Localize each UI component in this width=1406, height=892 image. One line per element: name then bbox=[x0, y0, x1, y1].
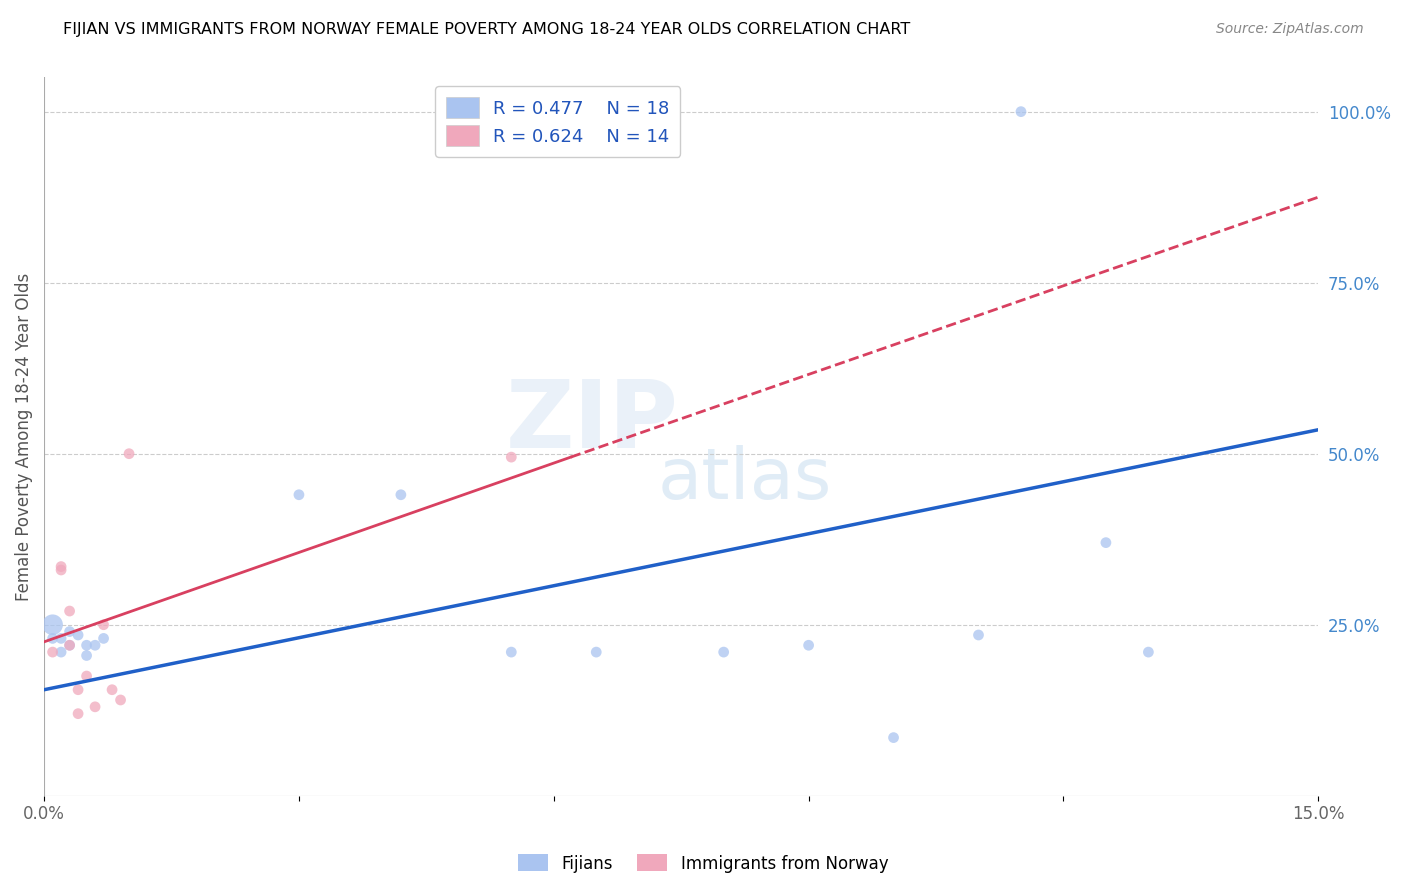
Fijians bbox=[389, 488, 412, 502]
Fijians bbox=[585, 645, 607, 659]
Immigrants from Norway bbox=[76, 669, 98, 683]
Immigrants from Norway bbox=[118, 447, 141, 461]
Fijians bbox=[76, 648, 98, 663]
Fijians bbox=[58, 624, 80, 639]
Text: atlas: atlas bbox=[658, 445, 832, 514]
Fijians bbox=[883, 731, 905, 745]
Immigrants from Norway bbox=[67, 682, 90, 697]
Fijians bbox=[67, 628, 90, 642]
Legend: Fijians, Immigrants from Norway: Fijians, Immigrants from Norway bbox=[510, 847, 896, 880]
Fijians bbox=[797, 638, 820, 652]
Immigrants from Norway bbox=[101, 682, 124, 697]
Y-axis label: Female Poverty Among 18-24 Year Olds: Female Poverty Among 18-24 Year Olds bbox=[15, 272, 32, 600]
Fijians bbox=[49, 632, 72, 646]
Fijians bbox=[49, 645, 72, 659]
Immigrants from Norway bbox=[84, 699, 107, 714]
Fijians bbox=[58, 638, 80, 652]
Fijians bbox=[501, 645, 523, 659]
Fijians bbox=[1137, 645, 1160, 659]
Text: ZIP: ZIP bbox=[506, 376, 679, 468]
Immigrants from Norway bbox=[67, 706, 90, 721]
Fijians bbox=[1010, 104, 1032, 119]
Fijians bbox=[41, 617, 63, 632]
Fijians bbox=[41, 632, 63, 646]
Immigrants from Norway bbox=[49, 563, 72, 577]
Fijians bbox=[288, 488, 311, 502]
Immigrants from Norway bbox=[49, 559, 72, 574]
Immigrants from Norway bbox=[58, 638, 80, 652]
Fijians bbox=[713, 645, 735, 659]
Fijians bbox=[1095, 535, 1118, 549]
Fijians bbox=[967, 628, 990, 642]
Immigrants from Norway bbox=[93, 617, 115, 632]
Fijians bbox=[76, 638, 98, 652]
Fijians bbox=[93, 632, 115, 646]
Text: FIJIAN VS IMMIGRANTS FROM NORWAY FEMALE POVERTY AMONG 18-24 YEAR OLDS CORRELATIO: FIJIAN VS IMMIGRANTS FROM NORWAY FEMALE … bbox=[63, 22, 911, 37]
Legend: R = 0.477    N = 18, R = 0.624    N = 14: R = 0.477 N = 18, R = 0.624 N = 14 bbox=[436, 87, 681, 157]
Text: Source: ZipAtlas.com: Source: ZipAtlas.com bbox=[1216, 22, 1364, 37]
Immigrants from Norway bbox=[501, 450, 523, 464]
Immigrants from Norway bbox=[110, 693, 132, 707]
Fijians bbox=[84, 638, 107, 652]
Immigrants from Norway bbox=[41, 645, 63, 659]
Immigrants from Norway bbox=[58, 604, 80, 618]
